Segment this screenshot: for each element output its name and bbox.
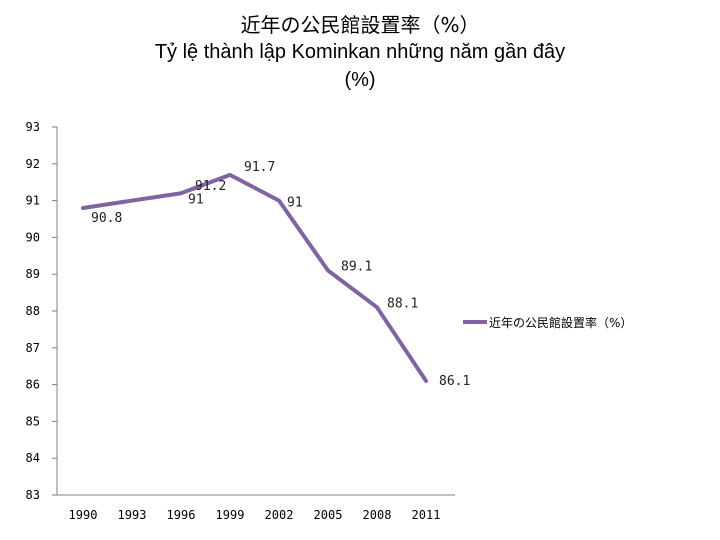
data-label: 91 xyxy=(287,196,303,211)
data-label: 91.2 xyxy=(195,179,226,194)
y-tick-label: 83 xyxy=(26,488,40,502)
series-layer xyxy=(81,172,428,383)
x-axis-ticks: 1990 1993 1996 1999 2002 2005 2008 2011 xyxy=(69,508,441,522)
y-axis-ticks: 83 84 85 86 87 88 89 90 91 92 93 xyxy=(26,120,57,502)
data-label: 86.1 xyxy=(439,374,470,389)
y-tick-label: 90 xyxy=(26,230,40,244)
data-label: 89.1 xyxy=(341,260,372,275)
x-tick-label: 2002 xyxy=(265,508,294,522)
x-tick-label: 1999 xyxy=(216,508,245,522)
x-tick-label: 2008 xyxy=(363,508,392,522)
y-tick-label: 91 xyxy=(26,194,40,208)
y-tick-label: 86 xyxy=(26,378,40,392)
chart-title-block: 近年の公民館設置率（%） Tỷ lệ thành lập Kominkan nh… xyxy=(0,12,720,94)
x-tick-label: 1996 xyxy=(167,508,196,522)
x-tick-label: 2005 xyxy=(314,508,343,522)
x-tick-label: 1990 xyxy=(69,508,98,522)
x-tick-label: 1993 xyxy=(118,508,147,522)
y-tick-label: 87 xyxy=(26,341,40,355)
data-label: 91.7 xyxy=(244,160,275,175)
y-tick-label: 88 xyxy=(26,304,40,318)
y-tick-label: 92 xyxy=(26,157,40,171)
data-label: 88.1 xyxy=(387,296,418,311)
chart-subtitle: Tỷ lệ thành lập Kominkan những năm gần đ… xyxy=(154,41,566,63)
y-tick-label: 93 xyxy=(26,120,40,134)
legend: 近年の公民館設置率（%） xyxy=(463,315,632,330)
y-tick-label: 85 xyxy=(26,414,40,428)
chart-title: 近年の公民館設置率（%） xyxy=(240,13,480,37)
data-label: 90.8 xyxy=(91,211,122,226)
data-label: 91 xyxy=(188,193,204,208)
legend-label: 近年の公民館設置率（%） xyxy=(489,315,632,330)
y-tick-label: 89 xyxy=(26,267,40,281)
chart-subtitle-unit: (%) xyxy=(344,69,376,91)
x-tick-label: 2011 xyxy=(412,508,441,522)
y-tick-label: 84 xyxy=(26,451,40,465)
series-line xyxy=(81,172,428,383)
